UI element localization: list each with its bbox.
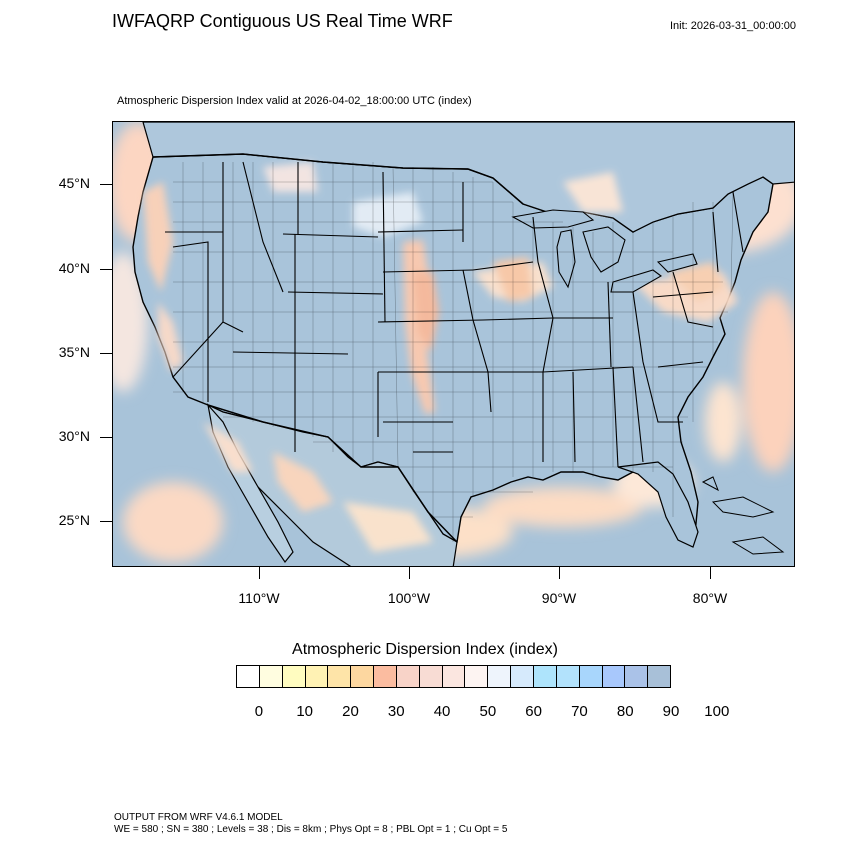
colorbar-swatch: [579, 666, 603, 687]
colorbar-tick-label: 10: [296, 703, 314, 720]
main-title: IWFAQRP Contiguous US Real Time WRF: [112, 11, 453, 31]
colorbar-swatch: [442, 666, 466, 687]
lat-label-30n: 30°N: [58, 428, 90, 444]
colorbar-swatch: [648, 666, 671, 687]
lat-label-40n: 40°N: [58, 260, 90, 276]
colorbar-tick-label: 100: [704, 703, 730, 720]
colorbar-swatch: [511, 666, 534, 687]
colorbar-swatch: [374, 666, 397, 687]
lat-label-25n: 25°N: [58, 512, 90, 528]
colorbar-swatch: [419, 666, 443, 687]
lon-tick: [559, 567, 560, 579]
great-lakes: [511, 209, 698, 293]
lon-label-100w: 100°W: [387, 590, 431, 606]
colorbar-swatch: [625, 666, 649, 687]
footer-model-line: OUTPUT FROM WRF V4.6.1 MODEL: [114, 812, 283, 823]
colorbar-tick-label: 70: [571, 703, 588, 720]
colorbar-swatch: [396, 666, 420, 687]
footer-config-line: WE = 580 ; SN = 380 ; Levels = 38 ; Dis …: [114, 824, 508, 835]
lat-tick: [100, 437, 112, 438]
us-mexico-border: [207, 404, 458, 543]
colorbar-swatch: [488, 666, 512, 687]
colorbar-swatch: [237, 666, 260, 687]
colorbar-swatch: [556, 666, 580, 687]
lat-label-35n: 35°N: [58, 344, 90, 360]
florida-peninsula: [617, 461, 699, 548]
caribbean-islands: [701, 476, 785, 555]
colorbar-swatch: [465, 666, 489, 687]
colorbar-tick-label: 60: [525, 703, 542, 720]
colorbar-swatch: [282, 666, 306, 687]
county-boundaries: [173, 162, 734, 542]
colorbar-tick-label: 80: [616, 703, 634, 720]
colorbar-tick-label: 40: [433, 703, 451, 720]
colorbar-swatch: [259, 666, 283, 687]
colorbar: [236, 665, 671, 688]
map-subtitle: Atmospheric Dispersion Index valid at 20…: [117, 95, 472, 107]
colorbar-swatch: [351, 666, 375, 687]
colorbar-tick-label: 90: [662, 703, 680, 720]
lat-tick: [100, 269, 112, 270]
init-time-label: Init: 2026-03-31_00:00:00: [670, 20, 796, 32]
lat-tick: [100, 353, 112, 354]
colorbar-swatch: [328, 666, 352, 687]
index-field-land: [143, 162, 738, 552]
us-canada-border: [152, 153, 524, 205]
us-map: [113, 122, 794, 566]
lon-label-90w: 90°W: [541, 590, 577, 606]
lon-tick: [710, 567, 711, 579]
colorbar-tick-label: 50: [479, 703, 497, 720]
colorbar-swatch: [305, 666, 329, 687]
lon-tick: [259, 567, 260, 579]
colorbar-title: Atmospheric Dispersion Index (index): [292, 641, 558, 658]
lat-tick: [100, 184, 112, 185]
lat-tick: [100, 521, 112, 522]
colorbar-tick-label: 0: [254, 703, 264, 720]
lon-label-80w: 80°W: [692, 590, 728, 606]
colorbar-swatch: [533, 666, 557, 687]
colorbar-tick-label: 20: [342, 703, 359, 720]
lon-tick: [409, 567, 410, 579]
colorbar-tick-label: 30: [387, 703, 405, 720]
lon-label-110w: 110°W: [238, 590, 280, 606]
map-panel: [112, 121, 795, 567]
lat-label-45n: 45°N: [58, 175, 90, 191]
colorbar-swatch: [602, 666, 626, 687]
